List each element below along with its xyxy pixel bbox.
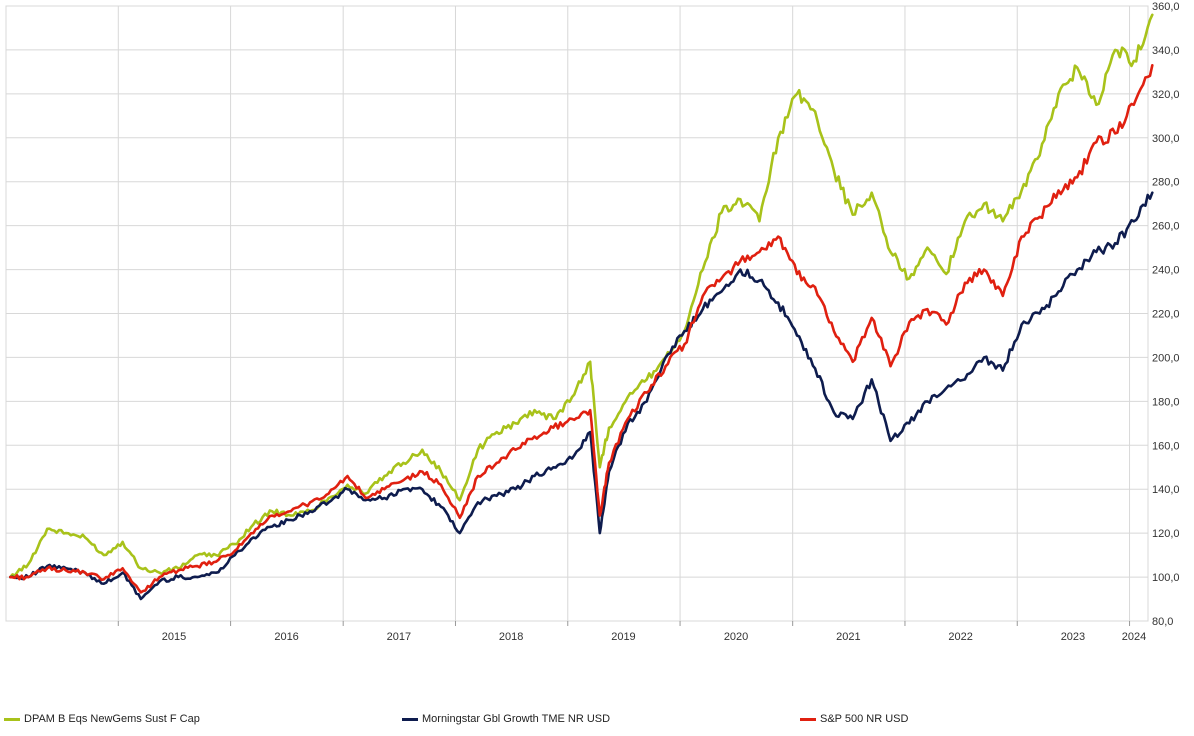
y-tick-label: 80,0: [1152, 616, 1173, 628]
x-tick-label: 2019: [611, 631, 635, 643]
x-tick-label: 2021: [836, 631, 860, 643]
legend-label-morningstar: Morningstar Gbl Growth TME NR USD: [422, 713, 611, 725]
y-tick-label: 100,0: [1152, 572, 1180, 584]
x-tick-label: 2015: [162, 631, 186, 643]
line-chart: 80,0 100,0 120,0 140,0 160,0 180,0 200,0 220,0 2…: [5, 1, 1180, 643]
y-tick-label: 360,0: [1152, 1, 1180, 13]
y-tick-label: 240,0: [1152, 265, 1180, 277]
legend-item-dpam: DPAM B Eqs NewGems Sust F Cap: [4, 713, 200, 725]
series-line-dpam: [9, 13, 1154, 579]
legend-label-sp500: S&P 500 NR USD: [820, 713, 909, 725]
legend-item-morningstar: Morningstar Gbl Growth TME NR USD: [402, 713, 610, 725]
legend-item-sp500: S&P 500 NR USD: [800, 713, 908, 725]
y-tick-label: 220,0: [1152, 309, 1180, 321]
y-tick-label: 340,0: [1152, 45, 1180, 57]
y-tick-label: 140,0: [1152, 484, 1180, 496]
y-tick-label: 120,0: [1152, 528, 1180, 540]
y-tick-label: 280,0: [1152, 177, 1180, 189]
x-tick-label: 2016: [274, 631, 298, 643]
legend-swatch-dpam: [4, 717, 20, 721]
series-line-sp500: [9, 64, 1154, 594]
series-line-morningstar: [9, 191, 1154, 601]
y-tick-label: 320,0: [1152, 89, 1180, 101]
x-tick-label: 2024: [1122, 631, 1146, 643]
y-tick-label: 300,0: [1152, 133, 1180, 145]
x-tick-label: 2020: [724, 631, 748, 643]
legend-swatch-sp500: [800, 717, 816, 721]
x-tick-label: 2023: [1061, 631, 1085, 643]
x-tick-label: 2022: [948, 631, 972, 643]
legend-label-dpam: DPAM B Eqs NewGems Sust F Cap: [24, 713, 200, 725]
y-tick-label: 200,0: [1152, 352, 1180, 364]
chart-axes: 80,0 100,0 120,0 140,0 160,0 180,0 200,0 220,0 2…: [117, 1, 1180, 643]
chart-series: [9, 13, 1154, 601]
x-tick-label: 2017: [387, 631, 411, 643]
y-tick-label: 180,0: [1152, 396, 1180, 408]
chart-grid: [5, 5, 1149, 622]
chart-legend: DPAM B Eqs NewGems Sust F Cap Morningsta…: [0, 713, 1194, 733]
y-tick-label: 260,0: [1152, 221, 1180, 233]
y-tick-label: 160,0: [1152, 440, 1180, 452]
legend-swatch-morningstar: [402, 717, 418, 721]
x-tick-label: 2018: [499, 631, 523, 643]
